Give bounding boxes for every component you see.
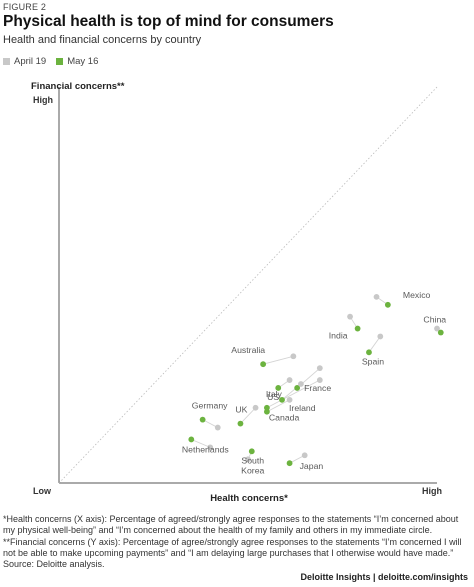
axes: Financial concerns** High Low High Health co… [31,81,442,504]
y-tick-label-low: Low [33,486,52,496]
point-may-canada [264,408,270,415]
label-france: France [304,383,331,393]
connector-canada [266,399,290,413]
point-april-netherlands [207,444,214,451]
point-april-italy [316,377,323,383]
data-points [188,293,444,467]
figure-label: FIGURE 2 [3,2,47,12]
point-may-ireland [279,396,285,403]
label-canada: Canada [269,413,300,423]
point-labels: Mexico India China Spain Italy Australia US Fra… [182,290,446,476]
point-april-us [286,377,293,383]
label-australia: Australia [231,345,265,355]
x-tick-label-high: High [422,486,442,496]
point-may-south-korea [248,448,255,455]
legend: April 19 May 16 [3,56,98,67]
label-ireland: Ireland [289,403,316,413]
label-japan: Japan [300,461,324,471]
point-april-south-korea [245,456,251,463]
scatter-chart: Financial concerns** High Low High Health co… [31,81,446,504]
label-italy: Italy [266,389,283,399]
footnote-health: *Health concerns (X axis): Percentage of… [3,514,459,536]
point-may-us [275,385,282,391]
label-spain: Spain [362,356,384,366]
label-india: India [329,331,348,341]
y-axis-title: Financial concerns** [31,81,125,92]
diagonal-reference-line [58,86,438,484]
footnote-financial: **Financial concerns (Y axis): Percentag… [3,536,462,558]
point-april-japan [301,452,308,459]
label-germany: Germany [192,401,228,411]
point-may-mexico [384,301,391,308]
point-may-china [437,329,444,336]
point-april-canada [286,396,293,403]
point-april-france [316,365,323,372]
label-mexico: Mexico [403,290,431,300]
point-april-spain [377,333,384,340]
connector-netherlands [191,439,211,448]
connector-lines [191,296,442,464]
point-may-netherlands [188,436,195,443]
point-may-spain [366,349,372,356]
point-may-uk [237,420,244,427]
x-axis-title: Health concerns* [210,493,288,504]
point-april-germany [214,424,221,431]
connector-italy [266,379,321,409]
connector-spain [368,336,381,353]
point-april-uk [252,404,259,411]
legend-swatch-april [3,58,10,65]
label-china: China [423,315,446,325]
footnotes: *Health concerns (X axis): Percentage of… [3,514,469,570]
label-uk: UK [235,405,247,415]
point-may-australia [260,361,267,368]
connector-uk [240,407,256,424]
point-april-australia [290,353,297,360]
point-may-france [294,385,301,391]
legend-label-may: May 16 [67,56,99,67]
point-may-india [354,325,361,332]
point-may-germany [199,416,206,423]
label-us: US [267,392,279,402]
point-april-mexico [373,293,380,300]
branding: Deloitte Insights | deloitte.com/insight… [300,572,468,582]
legend-label-april: April 19 [14,56,47,67]
legend-item-may: May 16 [56,56,98,67]
y-tick-label-high: High [33,95,53,105]
point-may-japan [286,460,293,467]
legend-item-april: April 19 [3,56,46,67]
label-south-korea: South Korea [241,455,264,475]
point-april-ireland [298,381,304,387]
connector-australia [263,355,294,365]
chart-subtitle: Health and financial concerns by country [3,34,202,46]
point-april-china [434,325,440,332]
chart-title: Physical health is top of mind for consu… [3,13,334,30]
source-note: Source: Deloitte analysis. [3,559,105,570]
label-netherlands: Netherlands [182,444,230,454]
legend-swatch-may [56,58,64,65]
point-april-india [347,313,353,320]
